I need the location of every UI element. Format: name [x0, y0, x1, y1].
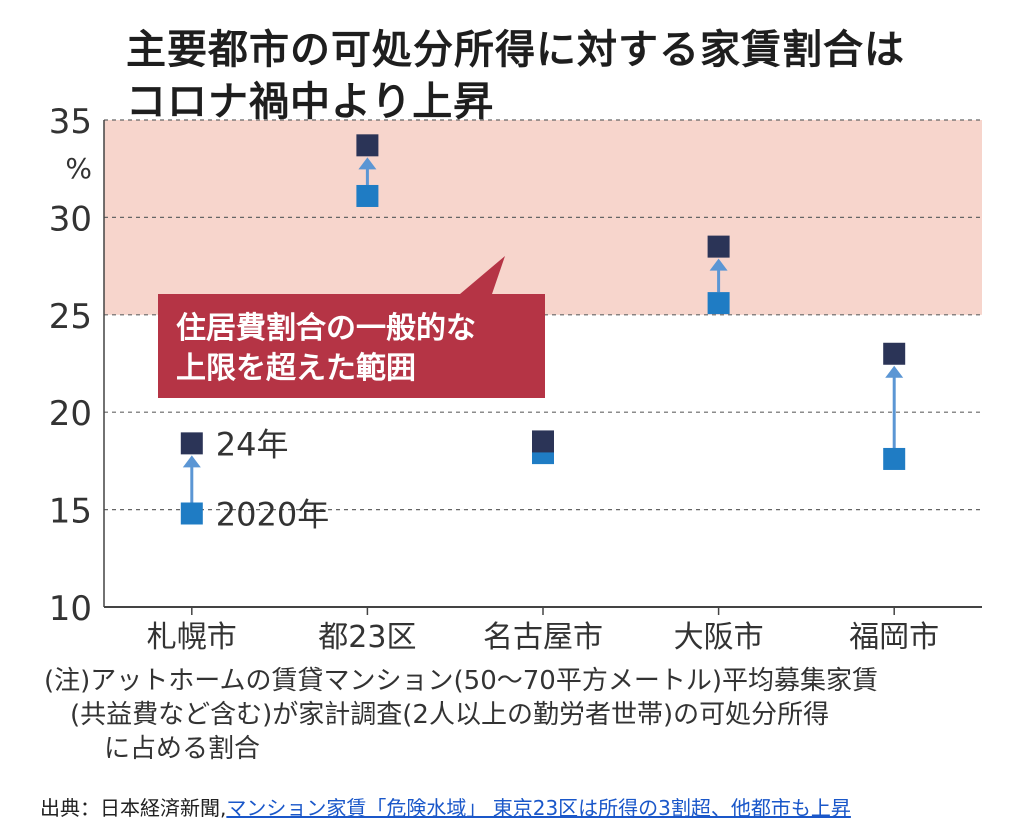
marker-2020 [883, 447, 906, 470]
annotation-text-line: 上限を超えた範囲 [176, 351, 416, 386]
chart-title: 主要都市の可処分所得に対する家賃割合は コロナ禍中より上昇 [126, 24, 1006, 128]
y-tick-label: 35 [49, 102, 92, 142]
y-tick-label: 10 [49, 589, 92, 629]
y-tick-label: 15 [49, 492, 92, 532]
chart-note: (注)アットホームの賃貸マンション(50〜70平方メートル)平均募集家賃 (共益… [44, 664, 1004, 766]
legend-label-2020: 2020年 [216, 495, 329, 533]
x-tick-label: 福岡市 [849, 620, 939, 655]
title-line-2: コロナ禍中より上昇 [126, 79, 495, 125]
x-tick-label: 都23区 [318, 620, 416, 655]
marker-2020 [356, 184, 379, 207]
marker-2024 [883, 342, 906, 365]
y-unit-label: % [65, 152, 92, 185]
legend-label-2024: 24年 [216, 425, 289, 463]
marker-2020 [180, 502, 203, 525]
annotation-callout [158, 256, 545, 398]
marker-2024 [356, 134, 379, 157]
marker-2024 [532, 430, 554, 453]
marker-2024 [707, 235, 730, 258]
change-arrow-head [182, 455, 201, 468]
change-arrow-head [709, 258, 728, 271]
x-tick-label: 大阪市 [674, 620, 764, 655]
y-tick-label: 20 [49, 394, 92, 434]
y-tick-label: 25 [49, 297, 92, 337]
marker-2020 [707, 292, 730, 315]
rent-ratio-chart: 10 15 20 25 30 35% 札幌市 都23区 名古屋市 大阪市 福岡市 住居費割合の一般的… [49, 102, 982, 655]
source-citation: 出典：日本経済新聞,マンション家賃「危険水域」 東京23区は所得の3割超、他都市… [40, 792, 851, 821]
source-article-link[interactable]: マンション家賃「危険水域」 東京23区は所得の3割超、他都市も上昇 [226, 796, 851, 820]
note-line-1: (注)アットホームの賃貸マンション(50〜70平方メートル)平均募集家賃 [44, 666, 878, 696]
note-line-2: (共益費など含む)が家計調査(2人以上の勤労者世帯)の可処分所得 [70, 700, 830, 730]
y-tick-label: 30 [49, 199, 92, 239]
change-arrow-head [885, 365, 904, 378]
source-prefix: 出典：日本経済新聞, [40, 796, 227, 820]
annotation-text-line: 住居費割合の一般的な [176, 311, 476, 346]
marker-2024 [180, 432, 203, 455]
x-tick-label: 札幌市 [147, 620, 237, 655]
note-line-3: に占める割合 [104, 734, 261, 764]
x-tick-label: 名古屋市 [483, 620, 603, 655]
change-arrow-head [358, 157, 377, 170]
title-line-1: 主要都市の可処分所得に対する家賃割合は [126, 27, 905, 73]
